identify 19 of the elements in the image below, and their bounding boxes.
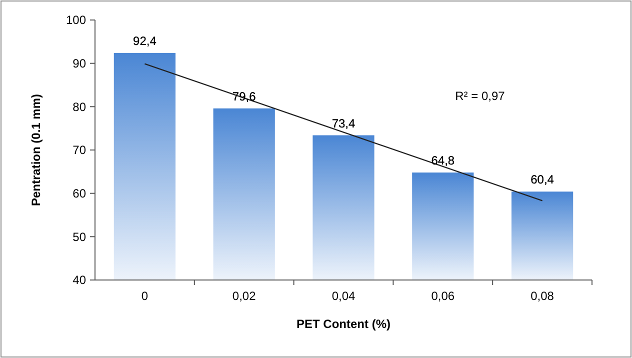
x-tick-label: 0,06 [431, 289, 455, 303]
y-tick-label: 70 [72, 143, 86, 158]
y-axis-title: Pentration (0.1 mm) [29, 94, 43, 206]
y-tick-label: 100 [66, 13, 86, 28]
x-tick-label: 0,04 [332, 289, 356, 303]
x-axis-title: PET Content (%) [296, 317, 390, 331]
y-tick-label: 60 [72, 186, 86, 201]
y-tick-label: 40 [72, 273, 86, 288]
data-label: 92,4 [133, 34, 157, 48]
x-tick-label: 0,02 [232, 289, 256, 303]
annotation: R² = 0,97 [455, 89, 506, 103]
y-tick-label: 80 [72, 100, 86, 114]
y-tick-label: 50 [72, 230, 86, 244]
y-tick-label: 90 [72, 56, 86, 71]
data-label: 64,8 [431, 154, 455, 168]
data-label: 60,4 [530, 172, 554, 187]
x-tick-label: 0 [141, 289, 148, 303]
data-label: 73,4 [332, 116, 356, 130]
x-tick-label: 0,08 [530, 289, 554, 303]
